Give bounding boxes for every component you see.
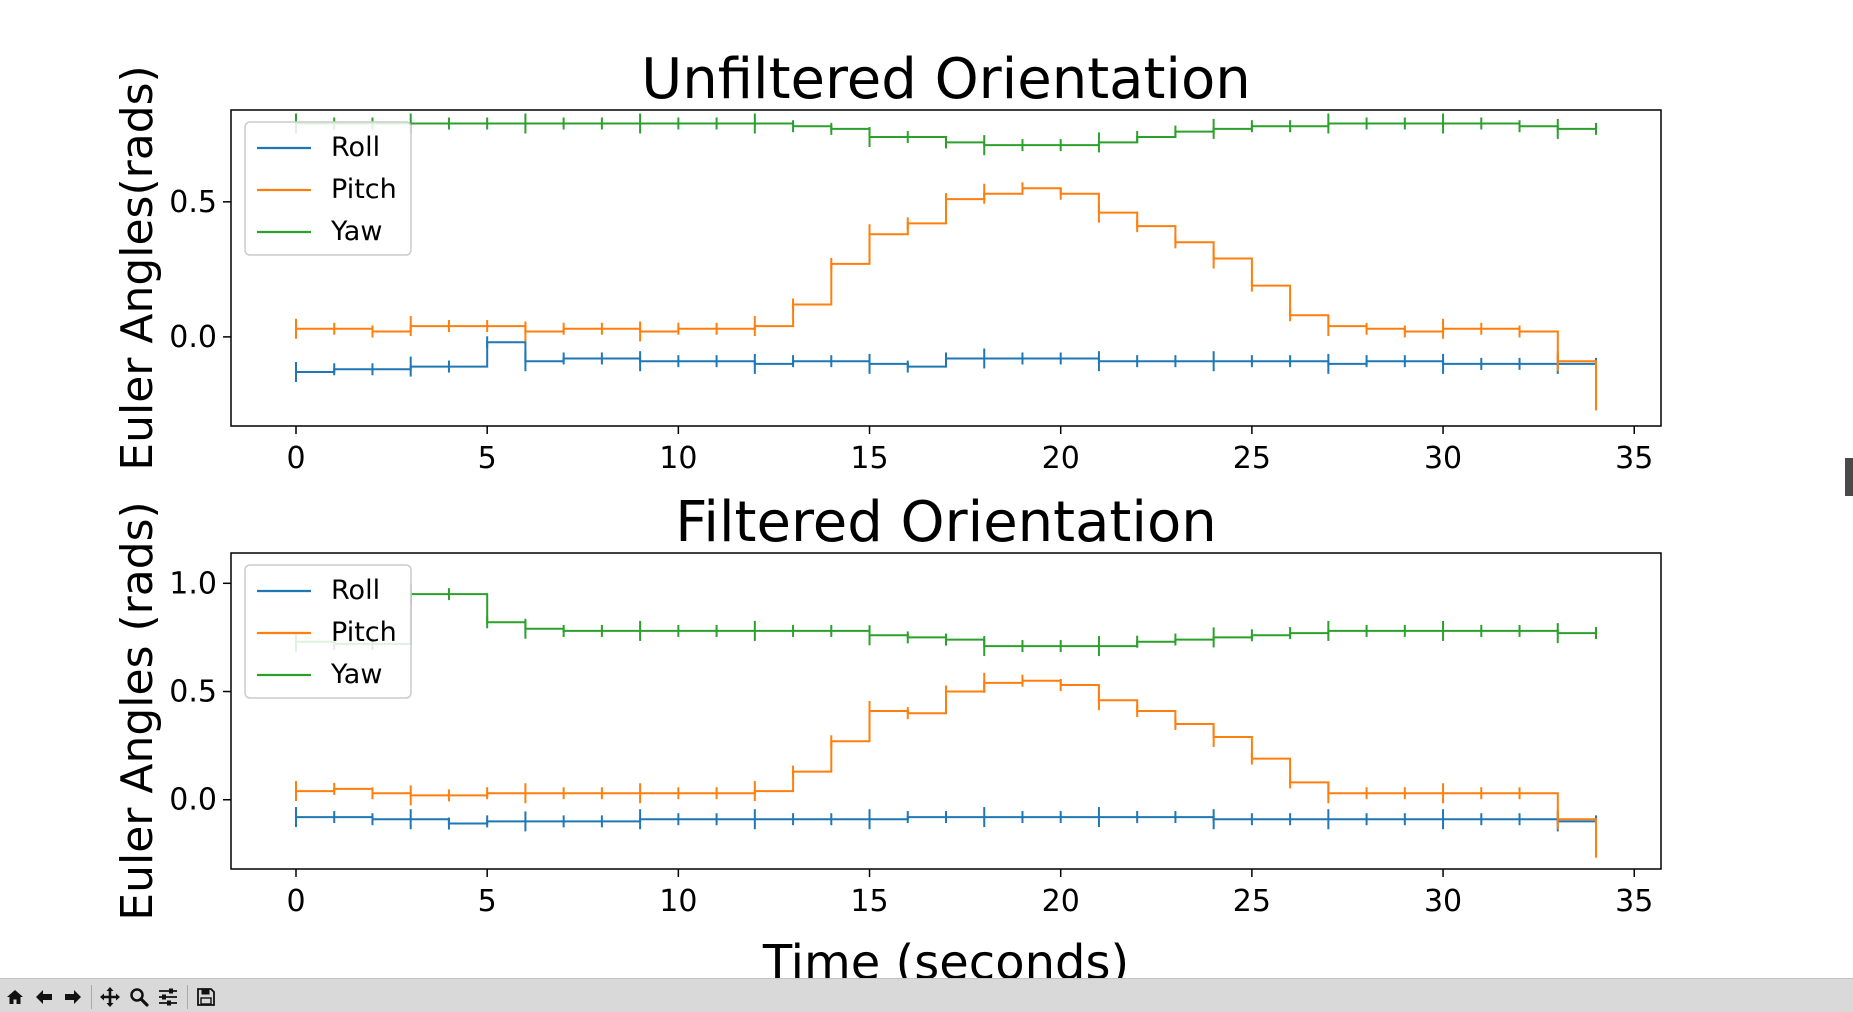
x-tick-label: 10 (659, 441, 697, 476)
sliders-icon (159, 988, 177, 1006)
configure-subplots-button[interactable] (155, 984, 181, 1010)
y-axis-label: Euler Angles (rads) (112, 501, 163, 920)
x-tick-label: 10 (659, 884, 697, 919)
axes-frame (230, 109, 1662, 427)
save-button[interactable] (193, 984, 219, 1010)
subplot-1: Unfiltered Orientation 0 5 10 15 20 25 30 35 0.0 0… (112, 47, 1662, 476)
x-tick-label: 35 (1615, 441, 1653, 476)
x-tick-label: 5 (478, 441, 497, 476)
back-button[interactable] (31, 984, 57, 1010)
x-tick-label: 20 (1042, 884, 1080, 919)
x-tick-label: 0 (286, 884, 305, 919)
x-tick-label: 15 (850, 441, 888, 476)
y-tick-label: 0.0 (169, 783, 217, 818)
home-icon (7, 990, 23, 1004)
magnifier-icon (130, 988, 149, 1007)
series-line-pitch (296, 679, 1597, 853)
forward-button[interactable] (60, 984, 86, 1010)
x-tick-label: 20 (1042, 441, 1080, 476)
toolbar-separator (187, 985, 188, 1009)
window-edge-mark (1845, 458, 1853, 496)
y-tick-label: 0.0 (169, 320, 217, 355)
toolbar-separator (91, 985, 92, 1009)
floppy-disk-icon (197, 988, 215, 1006)
x-tick-label: 0 (286, 441, 305, 476)
legend-label-roll: Roll (331, 132, 380, 163)
y-tick-label: 1.0 (169, 566, 217, 601)
legend-label-roll: Roll (331, 575, 380, 606)
legend-box (244, 121, 412, 256)
subplot-2: Filtered Orientation 0 5 10 15 20 25 30 35 0.0 0.5… (112, 490, 1662, 978)
y-axis-label: Euler Angles(rads) (112, 65, 163, 470)
legend-box (244, 564, 412, 699)
x-tick-label: 25 (1233, 884, 1271, 919)
legend-label-pitch: Pitch (331, 174, 397, 205)
y-tick-label: 0.5 (169, 675, 217, 710)
x-axis-label: Time (seconds) (762, 935, 1129, 978)
series-line-pitch (296, 187, 1597, 406)
x-tick-label: 30 (1424, 884, 1462, 919)
figure-svg: Unfiltered Orientation 0 5 10 15 20 25 30 35 0.0 0… (112, 47, 1662, 978)
chart-title: Filtered Orientation (675, 490, 1216, 555)
home-button[interactable] (2, 984, 28, 1010)
legend-label-yaw: Yaw (330, 659, 382, 690)
chart-title: Unfiltered Orientation (641, 47, 1250, 112)
arrow-left-icon (36, 990, 52, 1004)
legend-label-yaw: Yaw (330, 216, 382, 247)
series-line-yaw (296, 593, 1597, 648)
x-tick-label: 15 (850, 884, 888, 919)
arrow-right-icon (65, 990, 81, 1004)
x-tick-label: 30 (1424, 441, 1462, 476)
x-tick-label: 35 (1615, 884, 1653, 919)
figure-canvas: Unfiltered Orientation 0 5 10 15 20 25 30 35 0.0 0… (112, 47, 1662, 978)
navigation-toolbar (0, 978, 1853, 1012)
zoom-button[interactable] (126, 984, 152, 1010)
y-tick-label: 0.5 (169, 185, 217, 220)
axes-frame (230, 552, 1662, 870)
move-icon (100, 987, 120, 1007)
x-tick-label: 5 (478, 884, 497, 919)
legend-label-pitch: Pitch (331, 617, 397, 648)
x-tick-label: 25 (1233, 441, 1271, 476)
series-group (295, 584, 1597, 858)
series-group (295, 113, 1597, 411)
pan-button[interactable] (97, 984, 123, 1010)
